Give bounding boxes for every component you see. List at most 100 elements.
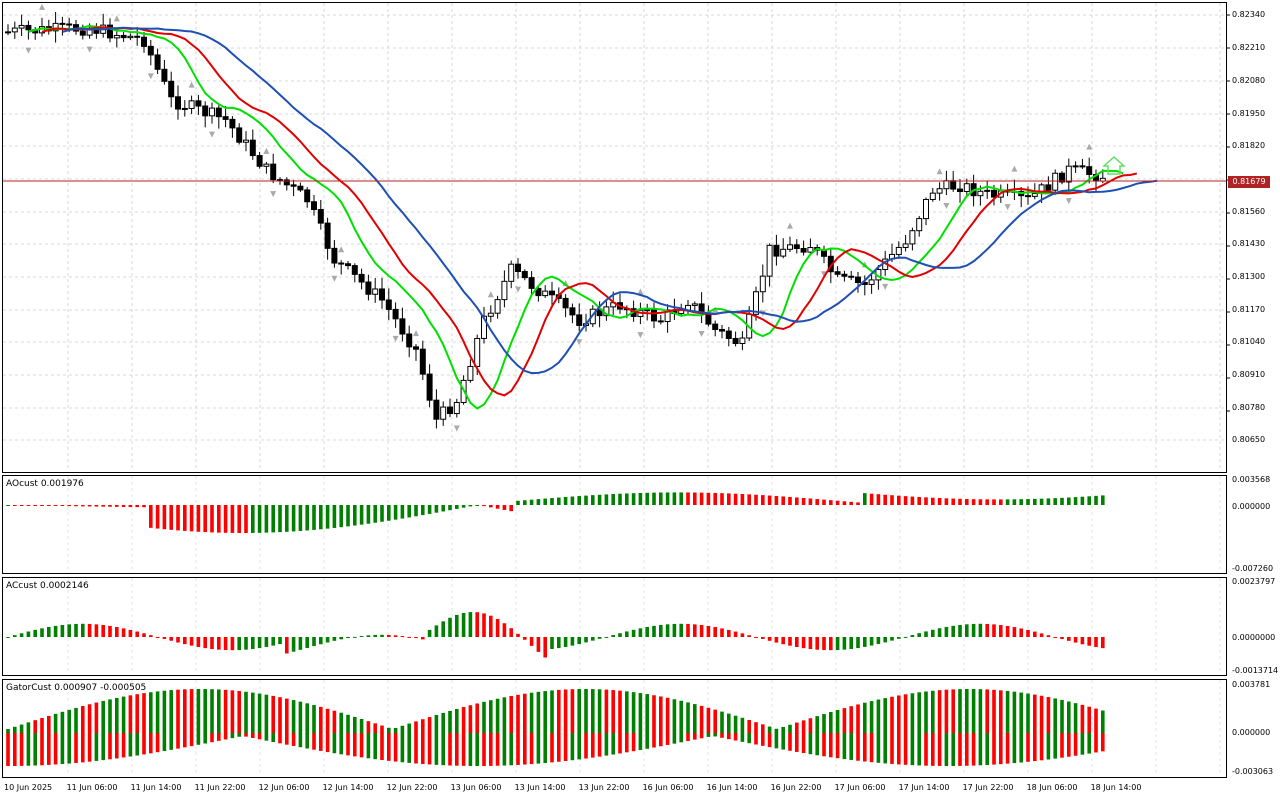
candle-body [113, 34, 120, 39]
candle-body [202, 105, 209, 117]
gator-scale-mid: 0.000000 [1232, 728, 1271, 737]
gator-upper-bar [1053, 698, 1057, 733]
ao-bar [332, 505, 337, 528]
gator-lower-bar [883, 733, 887, 764]
ac-bar [407, 636, 411, 638]
ao-bar [992, 499, 996, 505]
ao-bar [679, 492, 683, 505]
gator-lower-bar [448, 733, 452, 766]
ac-bar [944, 626, 949, 637]
ac-bar [353, 636, 357, 638]
ao-bar [196, 505, 201, 532]
ac-bar [108, 625, 112, 637]
ac-bar [1087, 637, 1091, 646]
candle-body [365, 281, 372, 295]
gator-lower-bar [461, 733, 466, 766]
gator-lower-bar [835, 733, 840, 759]
ao-bar [706, 492, 711, 505]
ao-bar [142, 505, 146, 508]
gator-upper-bar [679, 700, 683, 733]
gator-upper-bar [822, 714, 826, 733]
gator-upper-bar [271, 695, 275, 733]
gator-upper-bar [393, 727, 398, 733]
gator-upper-bar [264, 694, 269, 733]
ao-bar [319, 505, 323, 530]
fractal-marker [147, 73, 154, 80]
ac-bar [1053, 637, 1057, 638]
candle-body [712, 323, 719, 330]
ac-bar [1073, 637, 1078, 643]
gator-lower-bar [652, 733, 656, 748]
gator-upper-bar [421, 719, 425, 733]
gator-lower-bar [910, 733, 915, 766]
gator-upper-bar [353, 716, 357, 733]
gator-lower-bar [1005, 733, 1010, 764]
ac-bar [727, 629, 731, 637]
candle-body [800, 247, 807, 253]
gator-lower-bar [380, 733, 384, 761]
ac-bar [128, 629, 133, 637]
gator-lower-bar [523, 733, 527, 765]
ac-bar [876, 637, 881, 645]
gator-lower-bar [101, 733, 105, 761]
ao-bar [101, 505, 105, 507]
gator-upper-bar [910, 693, 915, 733]
ao-bar [1005, 499, 1010, 505]
ac-bar [393, 635, 398, 637]
ac-bar [257, 637, 262, 649]
gator-upper-bar [604, 689, 609, 733]
ao-bar [747, 494, 751, 505]
time-label: 13 Jun 14:00 [514, 783, 566, 792]
candle-body [943, 180, 950, 190]
ac-scale-bottom: -0.0013714 [1232, 666, 1279, 675]
ac-bar [577, 637, 581, 645]
gator-upper-bar [509, 696, 513, 733]
gator-upper-bar [965, 689, 969, 733]
ac-bar [101, 624, 105, 637]
gator-upper-bar [448, 710, 452, 733]
candle-body [759, 275, 766, 293]
price-panel[interactable] [3, 3, 1226, 432]
ac-bar [761, 637, 765, 639]
gator-upper-bar [312, 705, 316, 733]
ac-bar [1080, 637, 1085, 645]
fractal-marker [943, 202, 950, 209]
gator-upper-bar [876, 699, 881, 733]
gator-lower-bar [115, 733, 119, 759]
fractal-marker [331, 275, 338, 282]
gator-lower-bar [781, 733, 785, 750]
candle-body [147, 45, 154, 56]
ac-bar [400, 636, 405, 638]
ao-bar [774, 495, 779, 505]
ac-bar [346, 637, 350, 638]
ao-bar [1026, 499, 1030, 505]
ac-bar [665, 624, 670, 637]
ao-bar [448, 505, 452, 511]
gator-lower-bar [767, 733, 772, 748]
ac-bar [584, 637, 588, 643]
gator-upper-bar [516, 694, 520, 733]
panel-frames [2, 2, 1230, 778]
gator-upper-bar [788, 724, 792, 733]
ao-bar [523, 500, 527, 505]
gator-lower-bar [441, 733, 445, 766]
gator-upper-bar [1094, 708, 1098, 733]
candle-body [936, 188, 943, 194]
gator-upper-bar [937, 690, 942, 733]
gator-upper-bar [1012, 691, 1017, 733]
ac-bar [509, 628, 513, 637]
ac-bar [441, 621, 445, 637]
ao-bar [958, 498, 962, 505]
ac-bar [325, 637, 330, 643]
ao-bar [421, 505, 425, 516]
gator-lower-bar [999, 733, 1003, 765]
gator-upper-bar [400, 725, 405, 733]
gator-upper-bar [897, 695, 901, 733]
time-label: 12 Jun 14:00 [322, 783, 374, 792]
ac-bar [455, 614, 459, 637]
ac-bar [210, 637, 214, 650]
gator-lower-bar [169, 733, 173, 750]
candle-body [304, 189, 311, 203]
price-label: 0.81170 [1232, 305, 1266, 314]
